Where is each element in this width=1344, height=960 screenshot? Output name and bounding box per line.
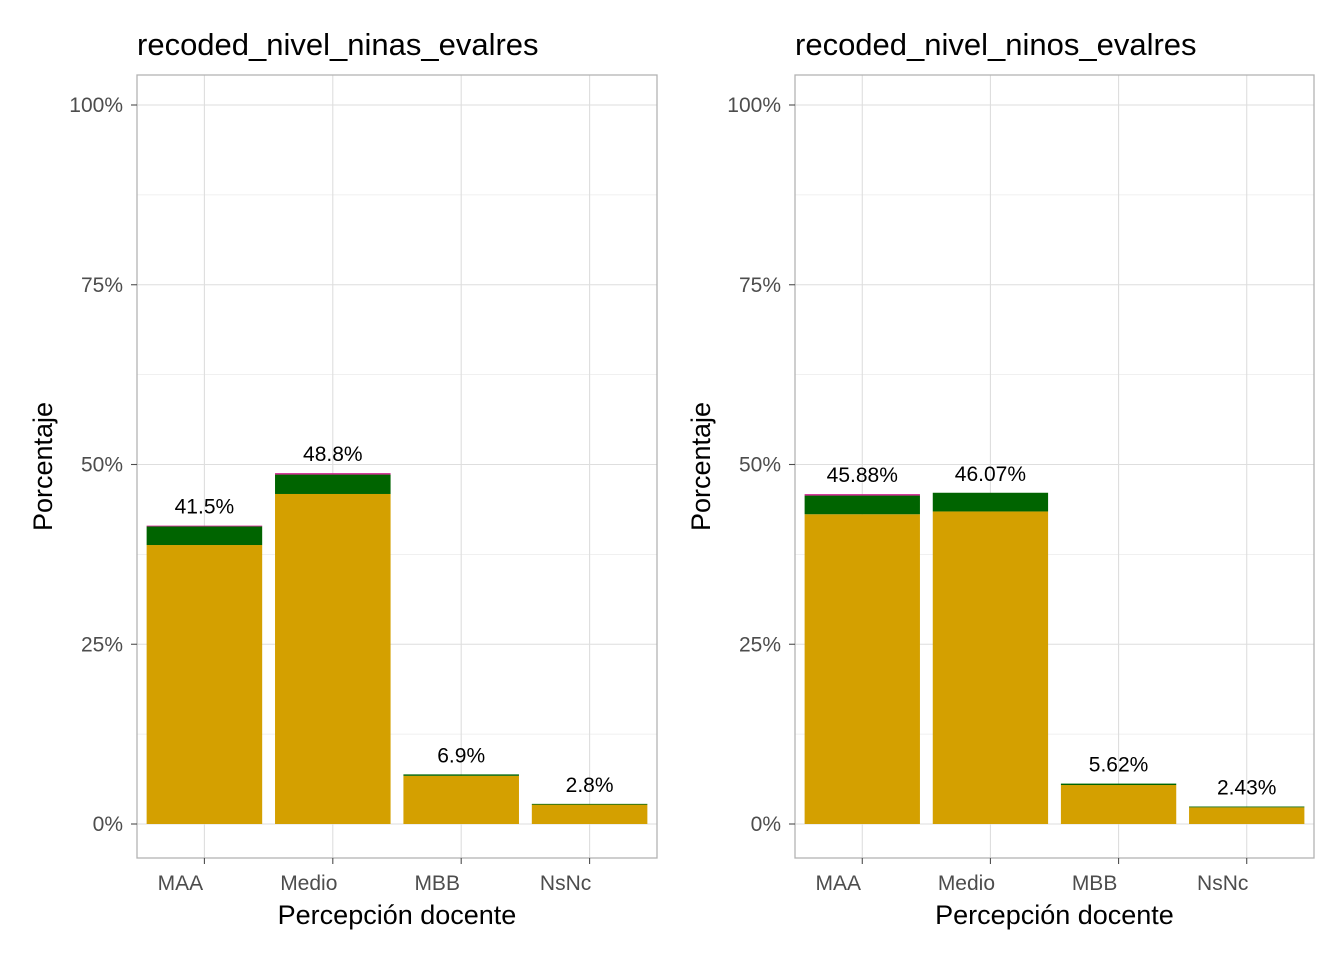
bar-value-label: 2.43% bbox=[1217, 777, 1277, 800]
bar-segment bbox=[932, 511, 1049, 824]
y-tick-label: 75% bbox=[81, 274, 123, 297]
x-tick-label: MAA bbox=[158, 872, 204, 895]
bar-value-label: 5.62% bbox=[1089, 754, 1149, 777]
chart-panel-ninas: 41.5% 48.8% 6.9% 2.8% MAA Medio MBB NsNc 0% 25%… bbox=[28, 27, 658, 930]
plot-border bbox=[794, 74, 1315, 859]
y-axis-title: Porcentaje bbox=[686, 402, 716, 531]
bar-value-label: 45.88% bbox=[827, 464, 898, 487]
bar-segment bbox=[275, 493, 391, 824]
chart-title: recoded_nivel_ninos_evalres bbox=[795, 27, 1197, 62]
y-tick-label: 0% bbox=[751, 813, 781, 836]
chart-title: recoded_nivel_ninas_evalres bbox=[137, 27, 539, 62]
bars: 45.88% 46.07% 5.62% 2.43% bbox=[804, 463, 1305, 824]
y-axis-ticks: 0% 25% 50% 75% 100% bbox=[69, 94, 137, 836]
bar-segment bbox=[932, 492, 1049, 512]
bar-segment bbox=[804, 514, 920, 824]
x-tick-label: NsNc bbox=[1197, 872, 1248, 895]
bar-segment bbox=[804, 495, 920, 515]
y-tick-label: 75% bbox=[739, 274, 781, 297]
x-tick-label: MBB bbox=[1072, 872, 1118, 895]
y-tick-label: 50% bbox=[739, 454, 781, 477]
y-tick-label: 100% bbox=[727, 94, 781, 117]
x-tick-label: MAA bbox=[816, 872, 862, 895]
bar-value-label: 46.07% bbox=[955, 463, 1026, 486]
x-tick-label: Medio bbox=[280, 872, 337, 895]
x-axis-title: Percepción docente bbox=[278, 900, 517, 930]
bar-segment bbox=[403, 774, 519, 776]
x-tick-label: MBB bbox=[414, 872, 460, 895]
bar-segment bbox=[1189, 806, 1305, 808]
x-tick-label: NsNc bbox=[540, 872, 591, 895]
bar-segment bbox=[146, 525, 263, 527]
y-tick-label: 50% bbox=[81, 454, 123, 477]
bar-segment bbox=[1189, 807, 1305, 824]
bar-segment bbox=[1060, 783, 1177, 786]
bars: 41.5% 48.8% 6.9% 2.8% bbox=[146, 443, 648, 824]
y-axis-title: Porcentaje bbox=[28, 402, 58, 531]
bar-value-label: 6.9% bbox=[437, 744, 485, 767]
bar-segment bbox=[275, 474, 391, 494]
bar-segment bbox=[531, 803, 648, 805]
bar-segment bbox=[275, 473, 391, 475]
bar-segment bbox=[804, 494, 920, 496]
chart-panel-ninos: 45.88% 46.07% 5.62% 2.43% MAA Medio MBB NsNc 0… bbox=[686, 27, 1315, 930]
bar-segment bbox=[531, 804, 648, 824]
y-tick-label: 0% bbox=[93, 813, 123, 836]
bar-value-label: 48.8% bbox=[303, 443, 363, 466]
x-axis-ticks: MAA Medio MBB NsNc bbox=[816, 858, 1248, 895]
y-axis-ticks: 0% 25% 50% 75% 100% bbox=[727, 94, 795, 836]
x-axis-ticks: MAA Medio MBB NsNc bbox=[158, 858, 591, 895]
bar-segment bbox=[1060, 785, 1177, 824]
x-tick-label: Medio bbox=[938, 872, 995, 895]
bar-value-label: 41.5% bbox=[175, 496, 235, 519]
plot-border bbox=[136, 74, 658, 859]
bar-segment bbox=[403, 775, 519, 824]
bar-segment bbox=[146, 526, 263, 546]
bar-segment bbox=[146, 545, 263, 824]
y-tick-label: 25% bbox=[81, 633, 123, 656]
bar-value-label: 2.8% bbox=[566, 774, 614, 797]
y-tick-label: 25% bbox=[739, 633, 781, 656]
x-axis-title: Percepción docente bbox=[935, 900, 1174, 930]
y-tick-label: 100% bbox=[69, 94, 123, 117]
